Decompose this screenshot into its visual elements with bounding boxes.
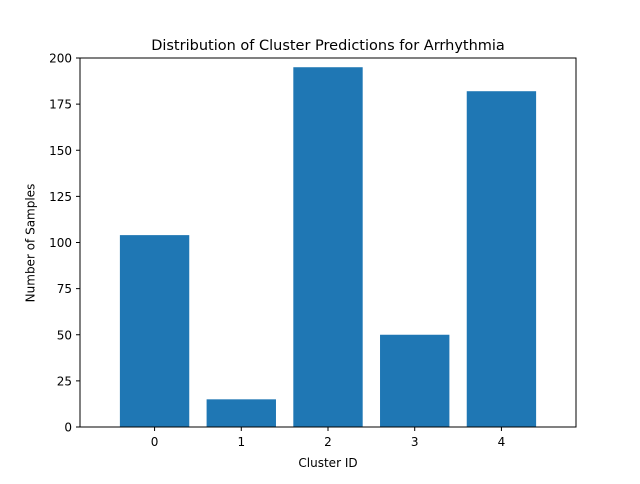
y-tick-label: 0 [64, 421, 72, 435]
y-tick-label: 125 [49, 190, 72, 204]
bar-cluster-4 [466, 91, 537, 428]
bar-cluster-1 [206, 399, 276, 427]
x-axis-label: Cluster ID [298, 456, 357, 470]
y-tick-label: 175 [49, 98, 72, 112]
y-axis-label: Number of Samples [24, 184, 38, 303]
x-tick-label: 3 [411, 435, 419, 449]
y-tick-label: 50 [57, 328, 72, 342]
x-axis-ticks: 0 1 2 3 4 [151, 427, 505, 449]
y-axis-ticks: 0 25 50 75 100 125 150 175 200 [49, 52, 80, 435]
y-tick-label: 75 [57, 282, 72, 296]
y-tick-label: 200 [49, 52, 72, 66]
x-tick-label: 2 [324, 435, 332, 449]
x-tick-label: 0 [151, 435, 159, 449]
y-tick-label: 150 [49, 144, 72, 158]
y-tick-label: 100 [49, 236, 72, 250]
x-tick-label: 4 [498, 435, 506, 449]
chart-title: Distribution of Cluster Predictions for … [151, 38, 505, 54]
bar-cluster-0 [119, 235, 190, 427]
bar-cluster-3 [380, 334, 450, 427]
bars-layer [119, 67, 537, 428]
bar-cluster-2 [293, 67, 363, 427]
plot-frame [79, 57, 577, 428]
y-tick-label: 25 [57, 374, 72, 388]
x-tick-label: 1 [237, 435, 245, 449]
